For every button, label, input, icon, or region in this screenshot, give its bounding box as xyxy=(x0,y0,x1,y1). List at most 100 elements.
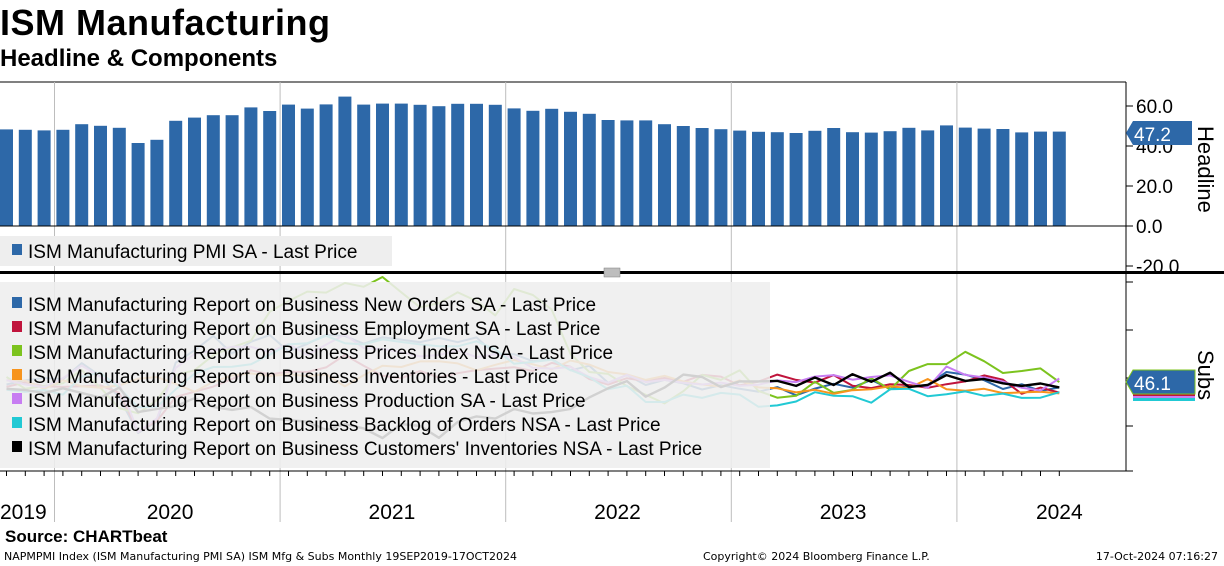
headline-bar xyxy=(37,130,51,226)
legend-label: ISM Manufacturing Report on Business Cus… xyxy=(28,439,702,460)
panel-divider-handle[interactable] xyxy=(603,267,621,278)
legend-swatch xyxy=(12,244,22,255)
headline-bar xyxy=(545,108,559,226)
headline-bar xyxy=(470,103,483,226)
headline-bar xyxy=(131,143,145,226)
headline-bar xyxy=(864,132,878,226)
legend-swatch xyxy=(12,297,22,308)
x-year-label: 2021 xyxy=(369,501,416,524)
headline-bar xyxy=(808,130,822,226)
headline-bar xyxy=(300,108,314,226)
y-tick-label: 0.0 xyxy=(1136,217,1162,238)
headline-bar xyxy=(56,129,70,226)
subs-last-value-stripe-2 xyxy=(1133,396,1195,398)
source-label: Source: CHARTbeat xyxy=(5,527,168,546)
headline-bar xyxy=(582,113,596,226)
subs-last-value-stripe-1 xyxy=(1133,394,1195,396)
headline-bar xyxy=(883,131,897,226)
headline-bar xyxy=(206,115,220,226)
headline-legend-box xyxy=(0,236,392,266)
legend-swatch xyxy=(12,321,22,332)
headline-bar xyxy=(432,106,446,226)
headline-bar xyxy=(18,129,32,226)
headline-bar xyxy=(977,128,991,226)
headline-bar xyxy=(902,127,916,226)
headline-bars xyxy=(0,96,1066,226)
headline-bar xyxy=(357,104,371,226)
headline-bar xyxy=(0,129,13,226)
legend-swatch xyxy=(12,417,22,428)
headline-axis-label: Headline xyxy=(1193,126,1218,213)
x-year-label: 2020 xyxy=(147,501,194,524)
headline-bar xyxy=(695,128,709,226)
headline-bar xyxy=(526,110,540,226)
headline-bar xyxy=(733,130,747,226)
headline-bar xyxy=(1052,131,1066,226)
legend-swatch xyxy=(12,369,22,380)
headline-bar xyxy=(639,120,653,226)
legend-label: ISM Manufacturing PMI SA - Last Price xyxy=(28,242,357,263)
legend-label: ISM Manufacturing Report on Business Bac… xyxy=(28,415,661,436)
headline-bar xyxy=(752,131,765,226)
headline-bar xyxy=(770,132,784,226)
headline-bar xyxy=(846,132,859,226)
headline-bar xyxy=(714,129,728,226)
headline-bar xyxy=(169,120,183,226)
headline-bar xyxy=(188,117,201,226)
legend-label: ISM Manufacturing Report on Business Pro… xyxy=(28,391,586,412)
headline-bar xyxy=(244,107,258,226)
subs-last-value-tag xyxy=(1125,369,1196,395)
x-year-label: 2019 xyxy=(0,501,47,524)
headline-bar xyxy=(376,103,389,226)
y-tick-label: -20.0 xyxy=(1136,257,1179,278)
footer-copyright: Copyright© 2024 Bloomberg Finance L.P. xyxy=(703,550,930,563)
x-year-label: 2022 xyxy=(594,501,641,524)
x-year-label: 2023 xyxy=(820,501,867,524)
headline-bar xyxy=(263,111,277,226)
footer-index-info: NAPMPMI Index (ISM Manufacturing PMI SA)… xyxy=(4,550,517,563)
chart-title: ISM Manufacturing xyxy=(0,2,331,43)
subs-last-value: 46.1 xyxy=(1134,374,1171,395)
headline-bar xyxy=(319,104,333,226)
legend-label: ISM Manufacturing Report on Business Pri… xyxy=(28,343,613,364)
headline-bar xyxy=(413,104,427,226)
subs-last-value-stripe-3 xyxy=(1133,398,1195,401)
headline-bar xyxy=(282,104,295,226)
headline-bar xyxy=(958,127,972,226)
legend-swatch xyxy=(12,441,22,452)
subs-axis-label: Subs xyxy=(1193,350,1218,400)
headline-bar xyxy=(1015,132,1029,226)
headline-bar xyxy=(601,120,615,226)
headline-bar xyxy=(658,124,671,226)
subs-legend: ISM Manufacturing Report on Business New… xyxy=(12,295,702,460)
headline-bar xyxy=(789,133,803,226)
headline-bar xyxy=(507,108,521,226)
legend-label: ISM Manufacturing Report on Business Inv… xyxy=(28,367,558,388)
headline-bar xyxy=(996,129,1010,226)
headline-bar xyxy=(338,96,352,226)
headline-bar xyxy=(940,125,953,226)
legend-swatch xyxy=(12,393,22,404)
chart-subtitle: Headline & Components xyxy=(0,45,278,72)
y-tick-label: 60.0 xyxy=(1136,97,1173,118)
legend-label: ISM Manufacturing Report on Business Emp… xyxy=(28,319,600,340)
footer-timestamp: 17-Oct-2024 07:16:27 xyxy=(1095,550,1218,563)
headline-bar xyxy=(150,139,164,226)
headline-bar xyxy=(921,130,935,226)
headline-bar xyxy=(94,125,107,226)
headline-bar xyxy=(394,103,408,226)
subs-legend-box xyxy=(0,282,770,468)
y-tick-label: 20.0 xyxy=(1136,177,1173,198)
headline-bar xyxy=(827,128,841,226)
headline-bar xyxy=(112,127,126,226)
headline-legend: ISM Manufacturing PMI SA - Last Price xyxy=(12,242,357,263)
headline-bar xyxy=(1034,131,1047,226)
y-axis: 60.040.020.00.0-20.0 xyxy=(1126,97,1179,472)
headline-last-value: 47.2 xyxy=(1134,125,1171,146)
headline-last-value-tag xyxy=(1126,121,1192,145)
legend-label: ISM Manufacturing Report on Business New… xyxy=(28,295,596,316)
headline-bar xyxy=(564,111,577,226)
legend-swatch xyxy=(12,345,22,356)
headline-bar xyxy=(225,115,239,226)
x-axis: 2019 2020 2021 2022 2023 2024 xyxy=(0,471,1083,524)
